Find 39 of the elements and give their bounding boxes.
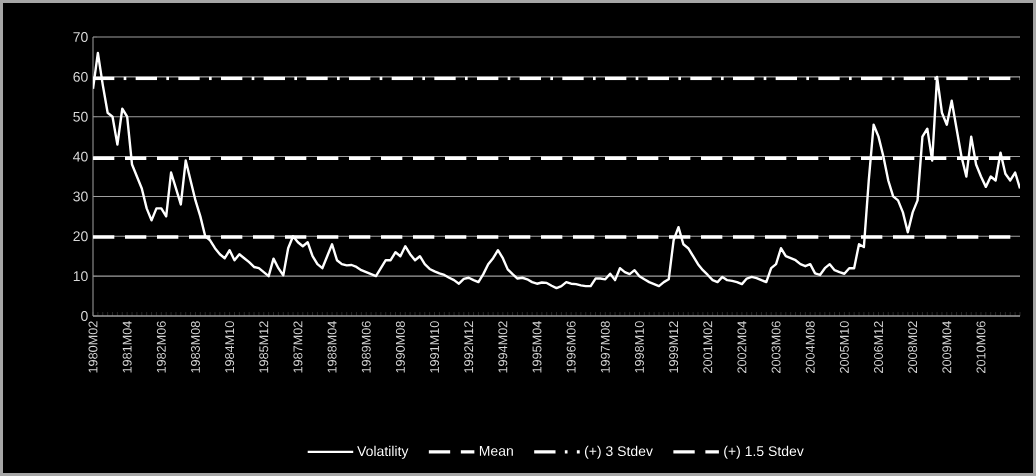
x-tick-label: 1981M04 xyxy=(122,321,132,373)
x-tick-label: 2006M12 xyxy=(874,321,883,373)
x-tick-label: 1990M08 xyxy=(395,321,405,373)
x-tick-label: 1983M08 xyxy=(190,321,200,373)
x-tick-label: 2001M02 xyxy=(703,321,713,373)
x-tick-label: 1991M10 xyxy=(430,321,440,373)
x-tick-label: 1998M10 xyxy=(634,321,644,373)
y-tick-label: 60 xyxy=(73,71,88,82)
x-tick-label: 1980M02 xyxy=(88,321,98,373)
y-tick-label: 0 xyxy=(81,311,88,321)
x-tick-label: 2009M04 xyxy=(942,321,952,373)
y-tick-label: 40 xyxy=(73,151,88,162)
y-tick-label: 50 xyxy=(73,111,88,122)
x-tick-label: 1987M02 xyxy=(293,321,303,373)
y-tick-label: 70 xyxy=(73,32,88,42)
y-tick-label: 10 xyxy=(73,271,88,282)
x-tick-label: 2008M02 xyxy=(908,321,918,373)
y-tick-label: 30 xyxy=(73,191,88,202)
x-tick-label: 2010M06 xyxy=(976,321,986,373)
x-tick-label: 1988M04 xyxy=(327,321,337,373)
x-tick-label: 1985M12 xyxy=(259,321,269,373)
x-tick-label: 1995M04 xyxy=(532,321,542,373)
x-tick-label: 1996M06 xyxy=(566,321,576,373)
legend-label: Mean xyxy=(479,446,513,456)
legend-label: (+) 1.5 Stdev xyxy=(724,445,804,459)
x-tick-label: 2003M06 xyxy=(771,321,781,373)
x-tick-label: 1992M12 xyxy=(464,321,474,373)
legend-label: (+) 3 Stdev xyxy=(584,445,653,459)
x-tick-label: 2004M08 xyxy=(805,321,815,373)
x-tick-label: 1989M06 xyxy=(361,321,371,373)
x-tick-label: 1997M08 xyxy=(600,321,610,373)
x-tick-label: 2005M10 xyxy=(839,321,849,373)
x-tick-label: 2002M04 xyxy=(737,321,747,373)
x-tick-label: 1994M02 xyxy=(498,321,508,373)
legend-label: Volatility xyxy=(357,445,409,459)
x-tick-label: 1982M06 xyxy=(156,321,166,373)
y-tick-label: 20 xyxy=(73,231,88,242)
x-tick-label: 1984M10 xyxy=(225,321,235,373)
x-tick-label: 1999M12 xyxy=(669,321,679,373)
